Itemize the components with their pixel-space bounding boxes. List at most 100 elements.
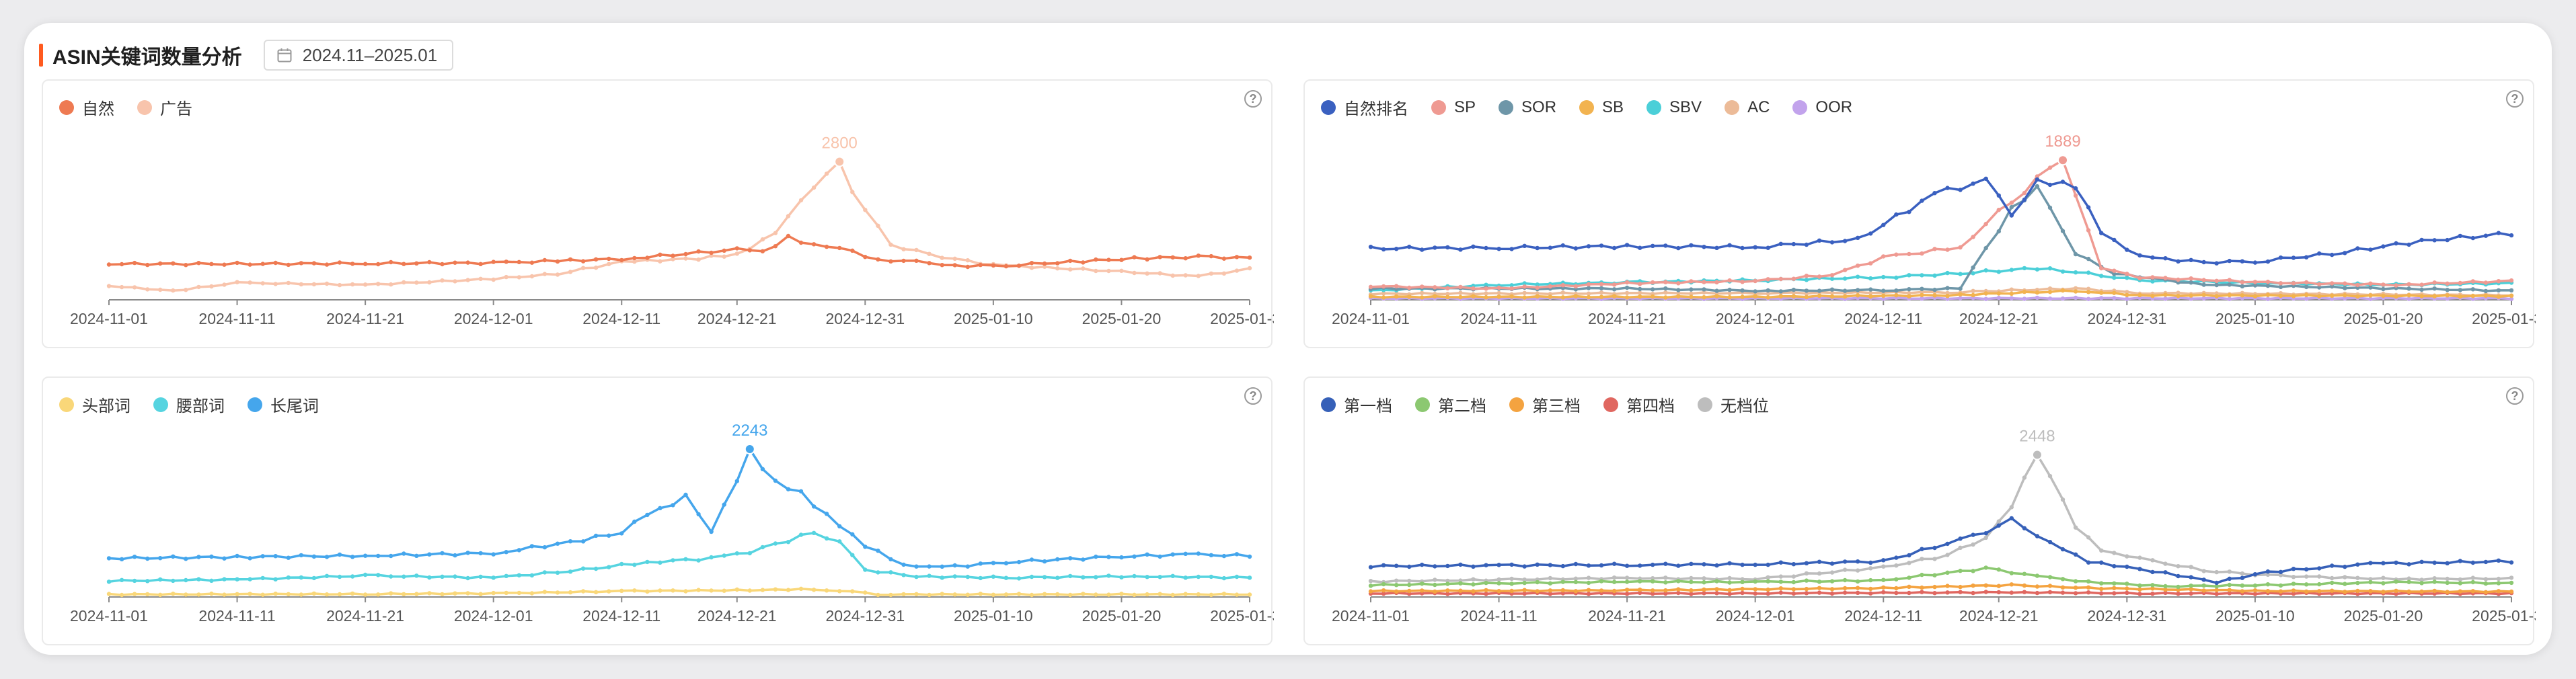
- series-point[interactable]: [2470, 589, 2475, 594]
- series-point[interactable]: [2496, 279, 2501, 284]
- series-point[interactable]: [2304, 589, 2309, 594]
- series-point[interactable]: [2112, 551, 2117, 555]
- series-point[interactable]: [773, 478, 778, 483]
- series-point[interactable]: [1945, 186, 1950, 190]
- series-point[interactable]: [811, 530, 817, 535]
- series-point[interactable]: [1624, 580, 1630, 584]
- series-point[interactable]: [1599, 563, 1604, 568]
- series-point[interactable]: [2330, 580, 2335, 586]
- series-point[interactable]: [2035, 267, 2040, 272]
- series-point[interactable]: [914, 592, 919, 596]
- series-point[interactable]: [2189, 591, 2193, 596]
- series-point[interactable]: [1894, 555, 1899, 560]
- series-point[interactable]: [555, 259, 560, 264]
- series-point[interactable]: [1676, 579, 1681, 584]
- series-point[interactable]: [1996, 295, 2001, 301]
- series-point[interactable]: [607, 565, 611, 569]
- series-point[interactable]: [311, 575, 317, 581]
- series-point[interactable]: [1573, 561, 1579, 567]
- series-point[interactable]: [2009, 571, 2014, 575]
- series-point[interactable]: [171, 261, 176, 266]
- series-point[interactable]: [734, 587, 740, 592]
- series-point[interactable]: [2458, 581, 2462, 586]
- series-point[interactable]: [1055, 261, 1060, 266]
- series-point[interactable]: [2125, 590, 2129, 595]
- series-point[interactable]: [1817, 586, 1822, 590]
- series-point[interactable]: [2099, 586, 2104, 592]
- series-point[interactable]: [2073, 251, 2078, 257]
- series-point[interactable]: [1868, 591, 1873, 596]
- series-point[interactable]: [2176, 573, 2181, 579]
- series-point[interactable]: [2330, 252, 2335, 257]
- series-point[interactable]: [1106, 573, 1111, 578]
- series-point[interactable]: [2009, 200, 2014, 205]
- series-point[interactable]: [2201, 278, 2206, 282]
- series-point[interactable]: [504, 573, 508, 578]
- series-point[interactable]: [2432, 238, 2437, 243]
- series-point[interactable]: [1727, 287, 1732, 292]
- series-point[interactable]: [2125, 292, 2129, 298]
- series-point[interactable]: [2047, 205, 2053, 210]
- series-point[interactable]: [1522, 295, 1527, 300]
- series-point[interactable]: [1651, 588, 1655, 593]
- series-point[interactable]: [1029, 261, 1034, 266]
- series-point[interactable]: [363, 592, 368, 597]
- series-point[interactable]: [850, 248, 855, 253]
- series-point[interactable]: [286, 280, 291, 286]
- series-point[interactable]: [1497, 577, 1501, 582]
- series-point[interactable]: [2355, 592, 2360, 596]
- series-point[interactable]: [350, 262, 355, 266]
- series-point[interactable]: [2355, 580, 2360, 586]
- series-point[interactable]: [504, 590, 508, 596]
- series-point[interactable]: [1740, 288, 1745, 293]
- series-point[interactable]: [158, 577, 163, 582]
- series-point[interactable]: [965, 574, 971, 580]
- series-point[interactable]: [222, 556, 227, 561]
- series-point[interactable]: [786, 540, 791, 545]
- series-point[interactable]: [876, 223, 880, 228]
- series-point[interactable]: [1753, 289, 1757, 294]
- series-point[interactable]: [2112, 272, 2117, 276]
- series-point[interactable]: [1094, 575, 1098, 580]
- series-point[interactable]: [1983, 296, 1988, 301]
- series-point[interactable]: [876, 570, 880, 575]
- series-point[interactable]: [2407, 576, 2411, 581]
- series-point[interactable]: [1573, 294, 1579, 298]
- series-point[interactable]: [1381, 247, 1386, 252]
- series-point[interactable]: [1881, 288, 1886, 293]
- series-point[interactable]: [1535, 580, 1540, 585]
- series-point[interactable]: [2163, 561, 2168, 566]
- series-point[interactable]: [2009, 590, 2014, 595]
- series-point[interactable]: [1612, 580, 1617, 584]
- series-point[interactable]: [491, 552, 496, 557]
- series-point[interactable]: [478, 551, 483, 556]
- series-point[interactable]: [1651, 579, 1655, 584]
- series-point[interactable]: [2407, 282, 2411, 286]
- series-point[interactable]: [1586, 291, 1591, 296]
- series-point[interactable]: [2317, 282, 2322, 286]
- series-point[interactable]: [2419, 589, 2424, 594]
- series-point[interactable]: [709, 529, 714, 534]
- series-point[interactable]: [645, 255, 650, 260]
- series-point[interactable]: [1842, 559, 1848, 564]
- series-point[interactable]: [2214, 569, 2219, 575]
- series-point[interactable]: [1509, 562, 1514, 567]
- series-point[interactable]: [1497, 589, 1501, 594]
- series-point[interactable]: [529, 573, 535, 577]
- series-point[interactable]: [1407, 244, 1412, 249]
- series-point[interactable]: [850, 589, 855, 594]
- series-point[interactable]: [2419, 577, 2424, 582]
- series-point[interactable]: [196, 577, 201, 582]
- series-point[interactable]: [760, 249, 765, 253]
- series-point[interactable]: [1042, 261, 1047, 266]
- date-range-picker[interactable]: 2024.11–2025.01: [263, 40, 454, 71]
- series-point[interactable]: [1727, 295, 1732, 300]
- series-point[interactable]: [440, 551, 445, 556]
- series-point[interactable]: [1170, 573, 1175, 578]
- series-point[interactable]: [1971, 292, 1975, 298]
- series-point[interactable]: [2265, 292, 2271, 297]
- legend-item[interactable]: SOR: [1499, 98, 1556, 117]
- series-point[interactable]: [965, 564, 971, 569]
- series-point[interactable]: [2099, 296, 2104, 301]
- series-point[interactable]: [1445, 592, 1450, 596]
